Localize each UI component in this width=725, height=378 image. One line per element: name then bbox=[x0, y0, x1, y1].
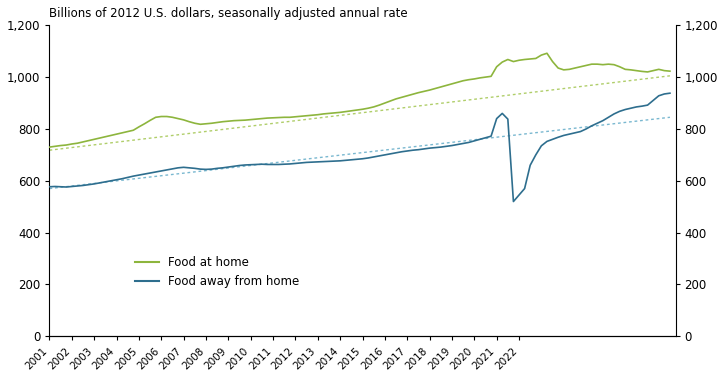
Text: Billions of 2012 U.S. dollars, seasonally adjusted annual rate: Billions of 2012 U.S. dollars, seasonall… bbox=[49, 7, 408, 20]
Legend: Food at home, Food away from home: Food at home, Food away from home bbox=[130, 252, 304, 293]
